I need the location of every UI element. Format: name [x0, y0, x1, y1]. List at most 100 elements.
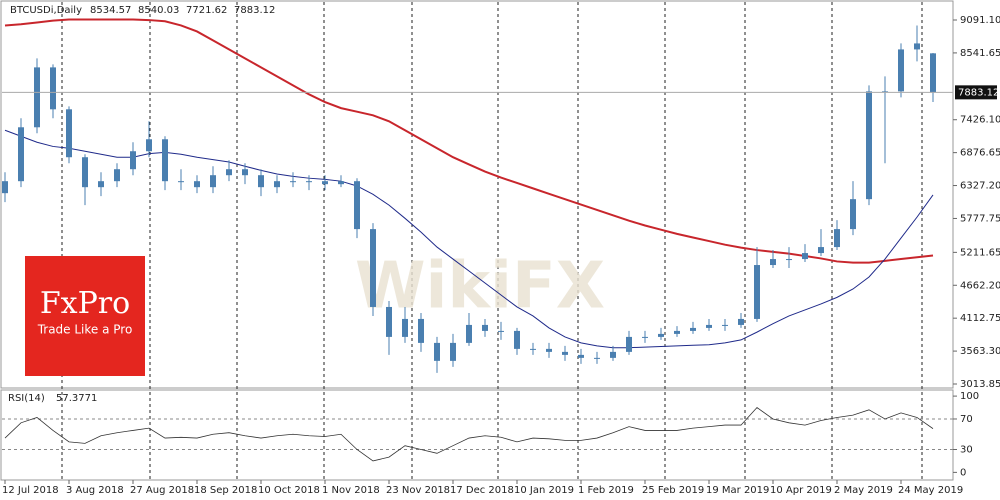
candle-body	[18, 127, 24, 182]
moving-average	[4, 129, 934, 349]
candle-body	[322, 181, 328, 185]
candle-body	[754, 265, 760, 319]
x-tick-label: 10 Jan 2019	[514, 485, 574, 496]
logo-brand: FxPro	[40, 286, 130, 321]
candle-body	[242, 169, 248, 176]
main-frame	[0, 0, 954, 389]
y-tick-label: 4662.20	[960, 280, 1000, 291]
candle-body	[290, 181, 296, 183]
candle-body	[418, 318, 424, 343]
rsi-tick-label: 70	[960, 414, 973, 425]
candle-body	[578, 354, 584, 358]
candle-body	[626, 336, 632, 352]
x-tick-label: 25 Feb 2019	[642, 485, 704, 496]
x-tick-label: 18 Sep 2018	[194, 485, 257, 496]
candle-body	[434, 342, 440, 361]
candle-body	[370, 229, 376, 307]
candle-body	[210, 175, 216, 188]
x-tick-label: 19 Mar 2019	[706, 485, 769, 496]
candle-body	[546, 348, 552, 352]
candle-body	[226, 169, 232, 176]
candle-body	[178, 181, 184, 183]
candle-body	[98, 181, 104, 188]
y-tick-label: 8541.65	[960, 48, 1000, 59]
candle-body	[34, 67, 40, 128]
candle-body	[258, 175, 264, 188]
x-tick-label: 1 Nov 2018	[322, 485, 380, 496]
candle-body	[498, 330, 504, 332]
candle-body	[786, 259, 792, 261]
y-tick-label: 3563.30	[960, 346, 1000, 357]
y-tick-label: 7426.10	[960, 115, 1000, 126]
rsi-value: 57.3771	[56, 393, 97, 404]
x-tick-label: 24 May 2019	[898, 485, 963, 496]
header-low: 7721.62	[186, 5, 227, 16]
candle-body	[738, 318, 744, 325]
candle-body	[386, 306, 392, 337]
x-tick-label: 2 May 2019	[834, 485, 893, 496]
header-open: 8534.57	[90, 5, 131, 16]
candle-body	[722, 324, 728, 326]
x-tick-label: 1 Feb 2019	[578, 485, 634, 496]
candle-body	[866, 91, 872, 200]
candle-body	[466, 324, 472, 343]
candle-body	[2, 181, 8, 194]
current-price-box	[955, 85, 997, 100]
candle-body	[114, 169, 120, 182]
x-tick-label: 17 Dec 2018	[450, 485, 514, 496]
chart-title: BTCUSDi,Daily	[10, 5, 82, 16]
candle-body	[818, 247, 824, 254]
x-tick-label: 3 Aug 2018	[66, 485, 124, 496]
current-price-label: 7883.12	[958, 87, 999, 98]
x-tick-label: 23 Nov 2018	[386, 485, 450, 496]
candle-body	[930, 53, 936, 93]
logo-box	[25, 256, 145, 376]
candle-body	[642, 336, 648, 338]
rsi-tick-label: 100	[960, 391, 979, 402]
candle-body	[882, 91, 888, 93]
rsi-title: RSI(14)	[8, 393, 45, 404]
candle-body	[898, 49, 904, 92]
candle-body	[690, 327, 696, 331]
candle-body	[338, 181, 344, 185]
x-tick-label: 12 Jul 2018	[2, 485, 59, 496]
candle-body	[146, 139, 152, 152]
candle-body	[274, 181, 280, 188]
candle-body	[306, 181, 312, 183]
logo-slogan: Trade Like a Pro	[37, 323, 133, 337]
candle-body	[562, 351, 568, 355]
candle-body	[514, 330, 520, 349]
candle-body	[594, 357, 600, 359]
month-separators	[61, 2, 923, 480]
x-tick-label: 10 Oct 2018	[258, 485, 320, 496]
x-tick-label: 10 Apr 2019	[770, 485, 832, 496]
candle-body	[706, 324, 712, 328]
header-close: 7883.12	[234, 5, 275, 16]
candle-body	[82, 157, 88, 188]
candle-body	[770, 259, 776, 266]
candle-body	[66, 109, 72, 158]
candle-body	[530, 348, 536, 350]
header-high: 8540.03	[138, 5, 179, 16]
y-tick-label: 6876.65	[960, 148, 1000, 159]
y-tick-label: 6327.20	[960, 181, 1000, 192]
rsi-tick-label: 30	[960, 444, 973, 455]
y-tick-label: 5211.65	[960, 247, 1000, 258]
candle-body	[914, 43, 920, 50]
candle-body	[130, 151, 136, 170]
candle-body	[802, 253, 808, 260]
candle-body	[658, 333, 664, 337]
y-tick-label: 5777.75	[960, 213, 1000, 224]
candle-body	[850, 199, 856, 230]
candle-body	[834, 229, 840, 248]
candle-body	[610, 351, 616, 358]
candle-body	[50, 67, 56, 110]
watermark-text: WikiFX	[355, 250, 605, 324]
candle-body	[162, 139, 168, 182]
candle-body	[450, 342, 456, 361]
candle-body	[402, 318, 408, 337]
y-tick-label: 3013.85	[960, 379, 1000, 390]
candle-body	[354, 181, 360, 230]
